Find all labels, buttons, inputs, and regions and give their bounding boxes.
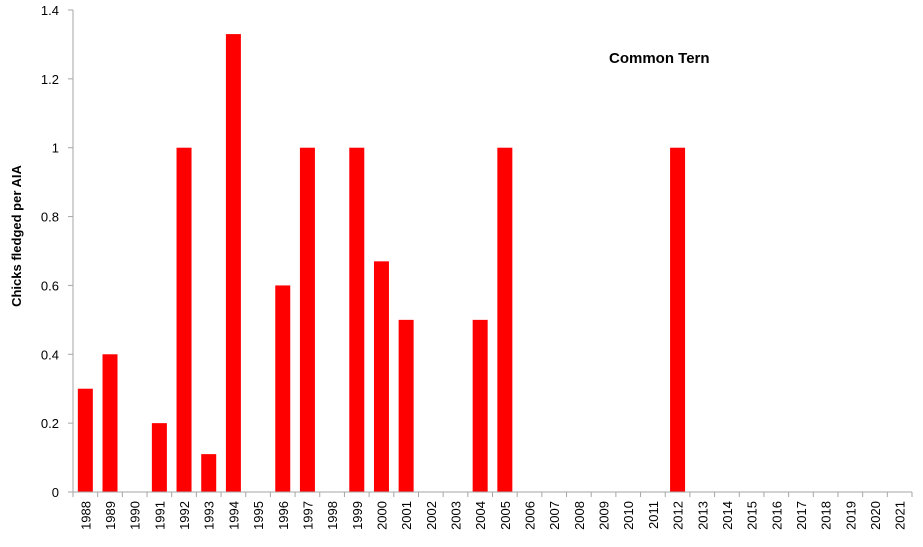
bar-1997: [299, 147, 315, 492]
x-tick-label: 2004: [473, 501, 488, 530]
y-tick-label: 0.4: [41, 347, 59, 362]
x-tick-label: 1999: [350, 501, 365, 530]
x-tick-label: 2015: [745, 501, 760, 530]
x-tick-label: 2016: [769, 501, 784, 530]
bar-1994: [225, 34, 241, 492]
bar-2000: [373, 261, 389, 492]
bar-1988: [77, 388, 93, 492]
chart-annotation: Common Tern: [609, 50, 710, 67]
bar-2004: [472, 319, 488, 492]
x-tick-label: 1998: [325, 501, 340, 530]
y-tick-label: 1.4: [41, 3, 59, 18]
bar-2005: [497, 147, 513, 492]
x-tick-label: 2007: [547, 501, 562, 530]
x-tick-label: 2011: [646, 501, 661, 529]
bar-2012: [670, 147, 686, 492]
x-tick-label: 2001: [399, 501, 414, 530]
y-ticks-layer: 0 0.2 0.4 0.6 0.8 1 1.2 1.4: [41, 3, 73, 500]
x-tick-label: 2014: [720, 501, 735, 530]
y-tick-label: 1: [52, 141, 59, 156]
x-tick-label: 2010: [621, 501, 636, 530]
x-tick-label: 2009: [597, 501, 612, 530]
x-tick-label: 1988: [78, 501, 93, 530]
x-tick-label: 1989: [103, 501, 118, 530]
y-tick-label: 0.6: [41, 278, 59, 293]
x-tick-label: 2000: [374, 501, 389, 530]
x-tick-label: 2013: [695, 501, 710, 530]
x-tick-label: 1994: [226, 501, 241, 530]
bar-1992: [176, 147, 192, 492]
x-tick-label: 2008: [572, 501, 587, 530]
x-tick-label: 1997: [300, 501, 315, 530]
x-tick-label: 2003: [448, 501, 463, 530]
x-tick-label: 1993: [202, 501, 217, 530]
y-tick-label: 0: [52, 485, 59, 500]
x-tick-label: 1996: [276, 501, 291, 530]
y-tick-label: 0.8: [41, 210, 59, 225]
x-tick-label: 2017: [794, 501, 809, 530]
bar-1989: [102, 354, 118, 492]
y-tick-label: 0.2: [41, 416, 59, 431]
bar-1993: [201, 454, 217, 492]
x-tick-label: 1990: [128, 501, 143, 530]
x-tick-label: 2021: [893, 501, 908, 530]
x-tick-label: 1992: [177, 501, 192, 530]
x-ticks-layer: 1988 1989 1990 1991 1992 1993 1994 1995 1996 1997…: [72, 492, 913, 530]
x-tick-label: 2005: [498, 501, 513, 530]
y-axis-title: Chicks fledged per AIA: [9, 164, 24, 306]
x-tick-label: 1995: [251, 501, 266, 530]
x-tick-label: 2006: [523, 501, 538, 530]
bar-1999: [349, 147, 365, 492]
bars-layer: [77, 34, 686, 492]
x-tick-label: 2012: [671, 501, 686, 530]
x-tick-label: 1991: [152, 501, 167, 530]
x-tick-label: 2018: [819, 501, 834, 530]
bar-1991: [151, 423, 167, 492]
x-tick-label: 2002: [424, 501, 439, 530]
bar-1996: [275, 285, 291, 492]
y-tick-label: 1.2: [41, 72, 59, 87]
axes-layer: [72, 10, 912, 493]
bar-2001: [398, 319, 414, 492]
x-tick-label: 2019: [843, 501, 858, 530]
x-tick-label: 2020: [868, 501, 883, 530]
